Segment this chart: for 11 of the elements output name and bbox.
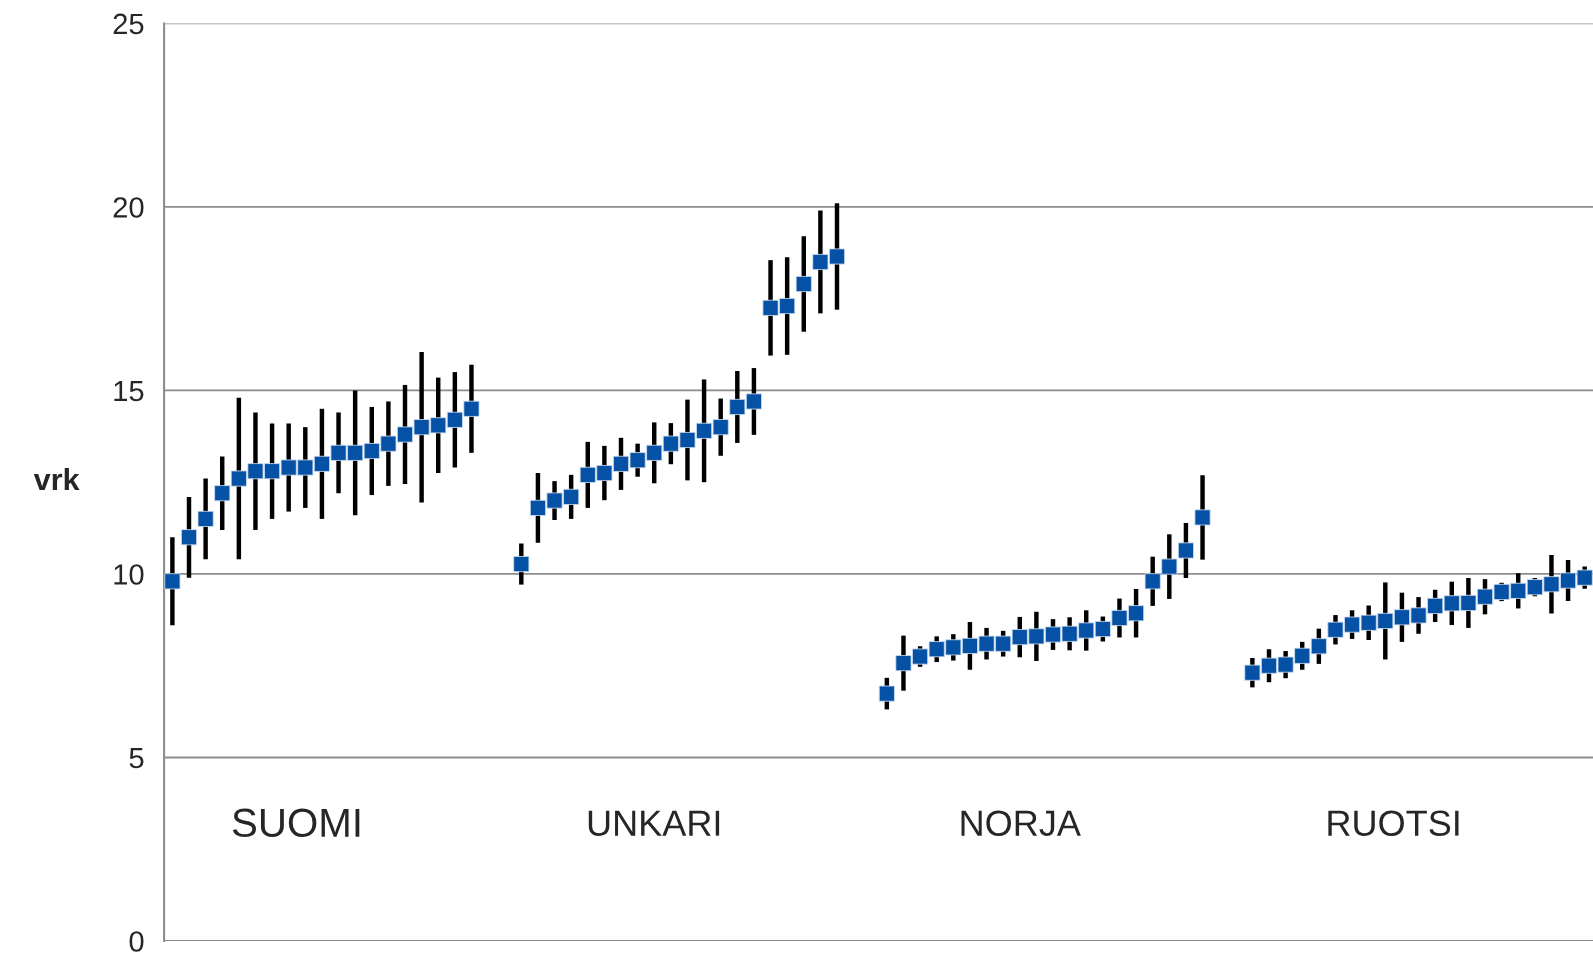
y-tick-label: 5 [129, 747, 144, 769]
y-tick-label: 0 [129, 931, 144, 952]
y-tick-label: 25 [113, 13, 144, 35]
y-tick-label: 15 [114, 380, 144, 402]
annotation: SUOMI [232, 808, 360, 838]
annotation: NORJA [961, 810, 1081, 836]
annotation: RUOTSI [1328, 810, 1459, 836]
annotation: UNKARI [588, 810, 720, 836]
y-tick-label: 20 [113, 197, 144, 218]
y-axis-title: vrk [33, 467, 80, 491]
y-tick-label: 10 [114, 564, 144, 585]
